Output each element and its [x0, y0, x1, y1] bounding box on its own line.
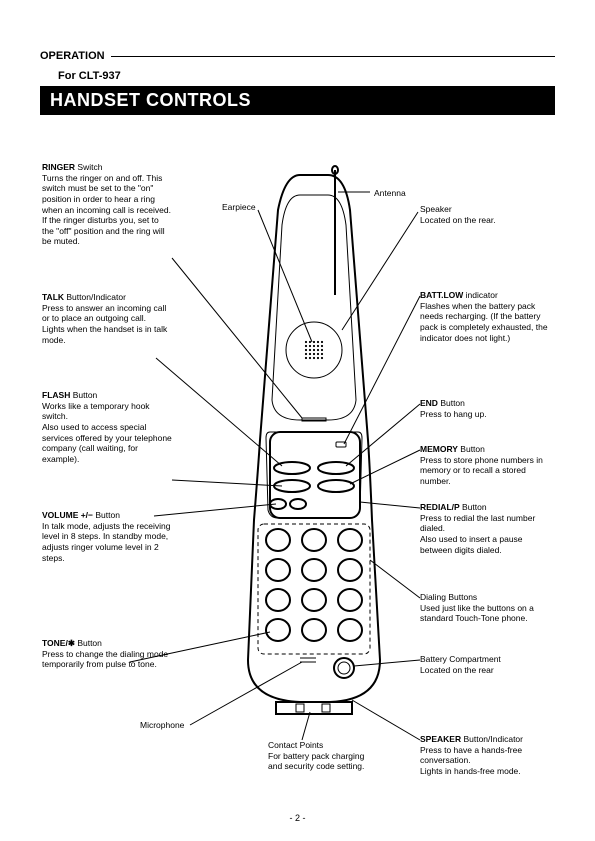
- callout-dialing: Dialing Buttons Used just like the butto…: [420, 592, 560, 624]
- callout-antenna: Antenna: [374, 188, 406, 199]
- callout-memory: MEMORY Button Press to store phone numbe…: [420, 444, 550, 487]
- callout-end: END Button Press to hang up.: [420, 398, 540, 419]
- callout-tone: TONE/✱ Button Press to change the dialin…: [42, 638, 172, 670]
- callout-ringer: RINGER Switch Turns the ringer on and of…: [42, 162, 172, 247]
- callout-volume: VOLUME +/− Button In talk mode, adjusts …: [42, 510, 177, 563]
- callout-talk: TALK Button/Indicator Press to answer an…: [42, 292, 172, 345]
- callout-battcomp: Battery Compartment Located on the rear: [420, 654, 550, 675]
- callout-redial: REDIAL/P Button Press to redial the last…: [420, 502, 555, 555]
- callout-speaker-loc: Speaker Located on the rear.: [420, 204, 550, 225]
- callout-microphone: Microphone: [140, 720, 184, 731]
- callout-contact: Contact Points For battery pack charging…: [268, 740, 378, 772]
- callout-flash: FLASH Button Works like a temporary hook…: [42, 390, 177, 464]
- page-number: - 2 -: [0, 813, 595, 823]
- callout-earpiece: Earpiece: [222, 202, 256, 213]
- callout-battlow: BATT.LOW indicator Flashes when the batt…: [420, 290, 555, 343]
- callout-speaker-btn: SPEAKER Button/Indicator Press to have a…: [420, 734, 560, 777]
